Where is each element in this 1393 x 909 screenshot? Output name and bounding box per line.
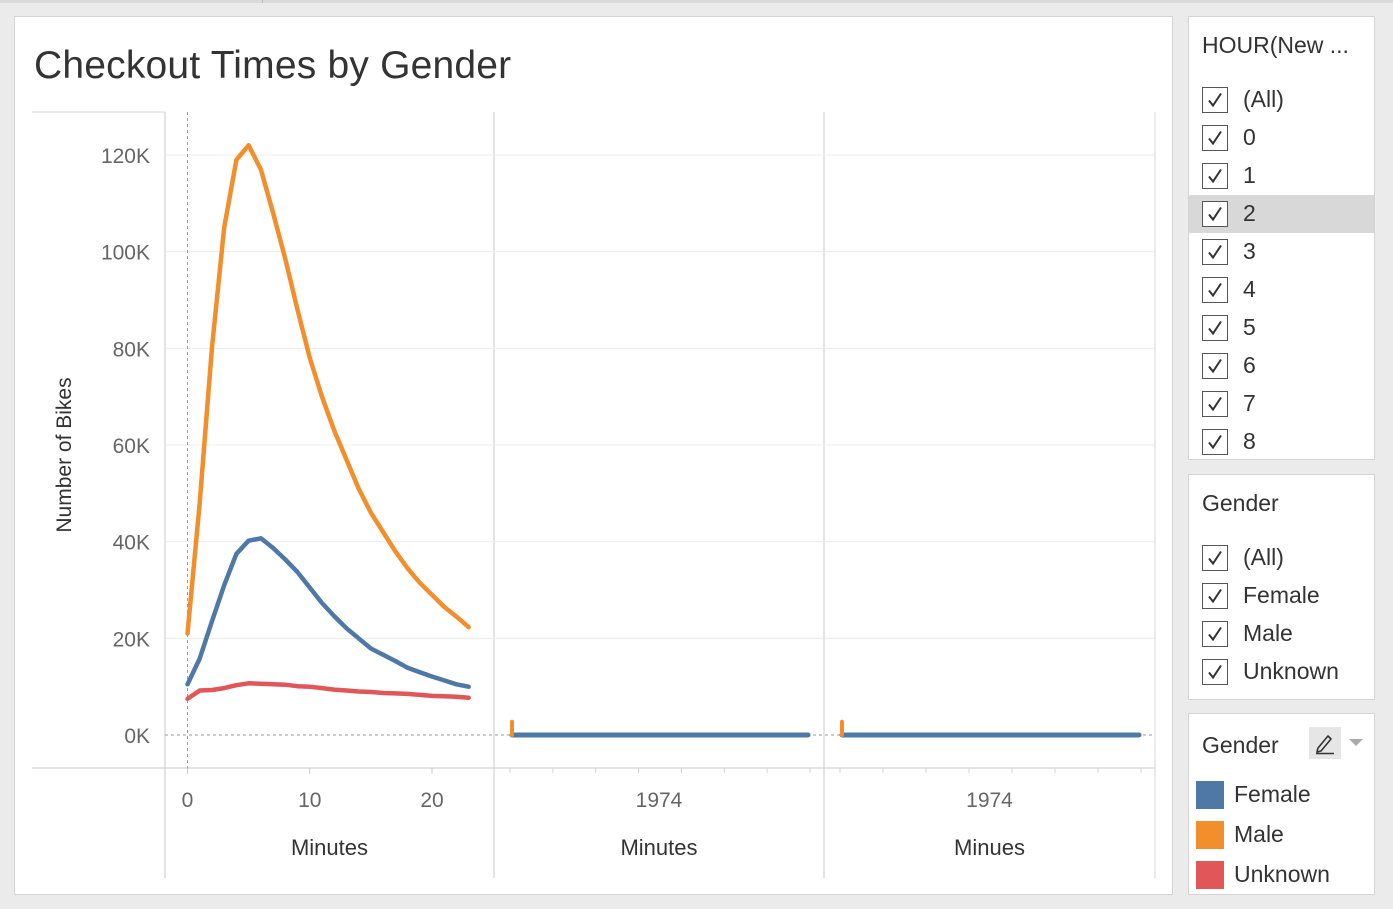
checkbox-checked-icon[interactable]: [1202, 659, 1228, 685]
hour-filter-label: 1: [1243, 162, 1256, 188]
hour-filter-title: HOUR(New ...: [1202, 32, 1349, 58]
legend-tools: [1309, 727, 1365, 761]
gender-filter-item[interactable]: Female: [1189, 577, 1374, 615]
legend-label: Unknown: [1234, 861, 1330, 887]
series-line-female: [185, 536, 471, 689]
y-tick-label: 20K: [113, 628, 150, 651]
hour-filter-label: 4: [1243, 276, 1256, 302]
x-axis-title: Minutes: [620, 835, 697, 860]
gender-filter-label: (All): [1243, 544, 1284, 570]
worksheet-panel: [14, 16, 1173, 895]
x-tick-label: 0: [182, 789, 194, 812]
y-tick-label: 80K: [113, 338, 150, 361]
x-tick-label: 20: [420, 789, 443, 812]
legend-title: Gender: [1202, 732, 1279, 758]
chart-title: Checkout Times by Gender: [34, 44, 512, 87]
y-tick-label: 40K: [113, 532, 150, 555]
pen-icon[interactable]: [1309, 727, 1341, 759]
top-toolbar-strip: [0, 0, 1393, 3]
hour-filter-item[interactable]: 8: [1189, 423, 1374, 461]
checkbox-checked-icon[interactable]: [1202, 429, 1228, 455]
gender-filter-title: Gender: [1202, 490, 1279, 516]
legend-item[interactable]: Female: [1189, 775, 1374, 815]
hour-filter-label: 6: [1243, 352, 1256, 378]
hour-filter-item[interactable]: 5: [1189, 309, 1374, 347]
checkbox-checked-icon[interactable]: [1202, 163, 1228, 189]
legend-swatch: [1196, 861, 1224, 889]
hour-filter-item[interactable]: 4: [1189, 271, 1374, 309]
hour-filter-label: 0: [1243, 124, 1256, 150]
gender-filter-item[interactable]: Male: [1189, 615, 1374, 653]
y-tick-label: 100K: [101, 242, 150, 265]
hour-filter-item[interactable]: 1: [1189, 157, 1374, 195]
hour-filter-label: 3: [1243, 238, 1256, 264]
legend-item[interactable]: Unknown: [1189, 855, 1374, 895]
hour-filter-label: 2: [1243, 200, 1256, 226]
hour-filter-item[interactable]: 2: [1189, 195, 1374, 233]
checkbox-checked-icon[interactable]: [1202, 583, 1228, 609]
checkbox-checked-icon[interactable]: [1202, 621, 1228, 647]
legend-swatch: [1196, 781, 1224, 809]
y-tick-label: 0K: [124, 725, 150, 748]
x-tick-label: 10: [298, 789, 321, 812]
legend-label: Male: [1234, 821, 1284, 847]
legend-label: Female: [1234, 781, 1311, 807]
x-tick-label: 1974: [966, 789, 1013, 812]
hour-filter-label: 7: [1243, 390, 1256, 416]
hour-filter-label: 8: [1243, 428, 1256, 454]
hour-filter-item[interactable]: 3: [1189, 233, 1374, 271]
gender-filter-item[interactable]: (All): [1189, 539, 1374, 577]
checkbox-checked-icon[interactable]: [1202, 87, 1228, 113]
gender-filter-label: Female: [1243, 582, 1320, 608]
checkbox-checked-icon[interactable]: [1202, 125, 1228, 151]
x-axis-title: Minutes: [291, 835, 368, 860]
checkbox-checked-icon[interactable]: [1202, 353, 1228, 379]
gender-filter-item[interactable]: Unknown: [1189, 653, 1374, 691]
series-line-unknown: [185, 681, 471, 702]
line-chart: 0K 20K 40K 60K 80K 100K 120K Number of Bikes 0 10…: [32, 111, 1156, 878]
hour-filter-label: 5: [1243, 314, 1256, 340]
hour-filter-card: HOUR(New ... (All) 0 1 2 3 4 5 6 7 8: [1188, 16, 1375, 460]
gender-filter-label: Male: [1243, 620, 1293, 646]
hour-filter-item[interactable]: 6: [1189, 347, 1374, 385]
hour-filter-item[interactable]: 0: [1189, 119, 1374, 157]
legend-item[interactable]: Male: [1189, 815, 1374, 855]
x-tick-label: 1974: [636, 789, 683, 812]
toolbar-divider: [262, 0, 263, 3]
checkbox-checked-icon[interactable]: [1202, 315, 1228, 341]
checkbox-checked-icon[interactable]: [1202, 277, 1228, 303]
hour-filter-item[interactable]: (All): [1189, 81, 1374, 119]
y-tick-label: 120K: [101, 145, 150, 168]
chevron-down-icon[interactable]: [1349, 739, 1363, 746]
gender-filter-card: Gender (All) Female Male Unknown: [1188, 474, 1375, 700]
checkbox-checked-icon[interactable]: [1202, 201, 1228, 227]
gender-legend-card: Gender Female Male Unknown: [1188, 713, 1375, 895]
x-axis-title: Minues: [954, 835, 1025, 860]
legend-swatch: [1196, 821, 1224, 849]
checkbox-checked-icon[interactable]: [1202, 239, 1228, 265]
checkbox-checked-icon[interactable]: [1202, 391, 1228, 417]
checkbox-checked-icon[interactable]: [1202, 545, 1228, 571]
gender-filter-label: Unknown: [1243, 658, 1339, 684]
y-axis-title: Number of Bikes: [53, 377, 76, 532]
hour-filter-item[interactable]: 7: [1189, 385, 1374, 423]
y-tick-label: 60K: [113, 435, 150, 458]
series-line-male: [185, 143, 471, 636]
hour-filter-label: (All): [1243, 86, 1284, 112]
